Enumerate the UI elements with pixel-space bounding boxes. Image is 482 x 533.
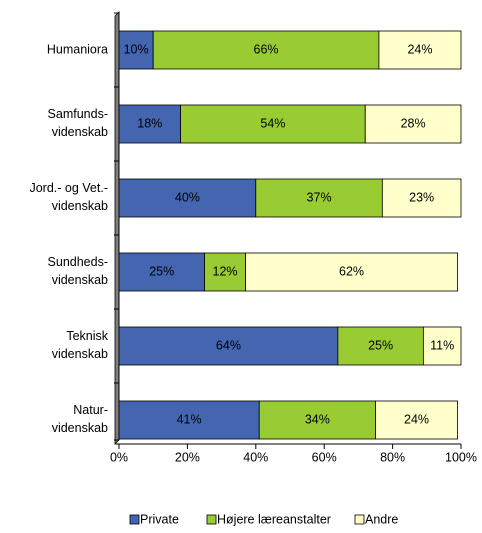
data-label: 66% — [254, 42, 279, 56]
y-tick-label: Natur-videnskab — [52, 403, 108, 435]
data-label: 40% — [175, 190, 200, 204]
data-label: 37% — [307, 190, 332, 204]
bar-segment — [337, 326, 424, 366]
data-label: 11% — [430, 338, 454, 352]
bar-segment — [118, 326, 339, 366]
legend-swatch — [206, 514, 217, 525]
data-label: 25% — [149, 264, 174, 278]
x-tick-label: 80% — [380, 450, 405, 464]
bar-segment — [422, 326, 462, 366]
bar-segment — [381, 178, 462, 218]
y-tick-label: Humaniora — [47, 42, 108, 56]
data-label: 24% — [404, 412, 429, 426]
bar-segment — [180, 104, 366, 144]
y-tick-label: Teknisk videnskab — [52, 329, 109, 361]
x-tick-label: 60% — [312, 450, 337, 464]
x-tick-label: 20% — [175, 450, 200, 464]
data-label: 23% — [409, 190, 434, 204]
data-label: 18% — [137, 116, 162, 130]
data-label: 41% — [177, 412, 202, 426]
data-label: 64% — [216, 338, 241, 352]
data-label: 62% — [339, 264, 364, 278]
legend-swatch — [354, 514, 365, 525]
data-label: 12% — [213, 264, 238, 278]
bar-segment — [204, 252, 246, 292]
legend-label: Højere læreanstalter — [217, 512, 331, 526]
bar-segment — [255, 178, 383, 218]
axis-wall — [114, 11, 120, 445]
data-label: 34% — [305, 412, 330, 426]
bar-segment — [364, 104, 462, 144]
data-label: 25% — [368, 338, 393, 352]
bar-segment — [118, 104, 181, 144]
x-tick-label: 0% — [110, 450, 128, 464]
legend-swatch — [129, 514, 140, 525]
legend-label: Private — [140, 512, 179, 526]
x-tick-label: 100% — [445, 450, 477, 464]
bar-segment — [118, 178, 257, 218]
data-label: 24% — [407, 42, 432, 56]
y-tick-label: Sundheds-videnskab — [48, 255, 109, 287]
bar-segment — [378, 30, 462, 70]
bar-segment — [258, 400, 376, 440]
data-label: 28% — [401, 116, 426, 130]
data-label: 54% — [260, 116, 285, 130]
y-tick-label: Samfunds-videnskab — [48, 107, 108, 139]
legend-label: Andre — [365, 512, 398, 526]
bar-segment — [245, 252, 458, 292]
y-tick-label: Jord.- og Vet.-videnskab — [29, 181, 108, 213]
x-tick-label: 40% — [243, 450, 268, 464]
bar-segment — [375, 400, 458, 440]
bar-segment — [118, 252, 205, 292]
data-label: 10% — [124, 42, 149, 56]
bar-segment — [118, 30, 154, 70]
